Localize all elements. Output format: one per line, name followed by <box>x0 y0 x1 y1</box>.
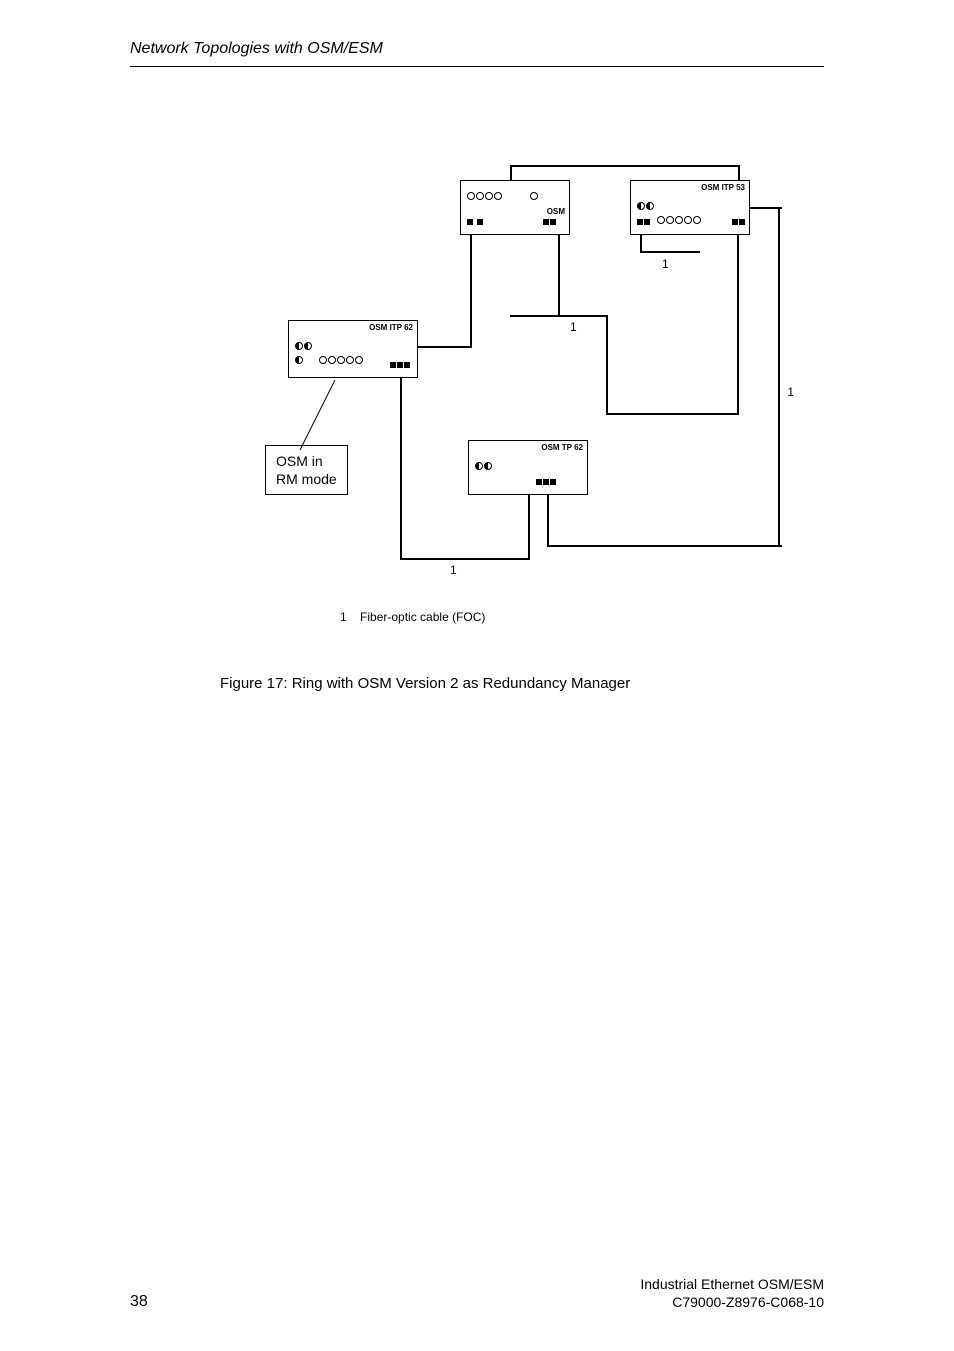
connector-label-2: 1 <box>570 320 577 334</box>
line-mid-v <box>606 315 608 415</box>
page-number: 38 <box>130 1293 148 1311</box>
device-osm-itp-53-label: OSM ITP 53 <box>701 183 745 192</box>
line-osm-right-stub-v <box>558 235 560 315</box>
device-osm-itp-62-ports-mid <box>295 351 364 369</box>
device-osm-tp-62-ports-top <box>475 457 493 475</box>
device-osm-tp-62-label: OSM TP 62 <box>541 443 583 452</box>
connector-label-1: 1 <box>662 257 669 271</box>
line-top-bar <box>510 165 740 167</box>
device-osm-itp-53-ports-bottom <box>637 213 746 231</box>
footer-right-line1: Industrial Ethernet OSM/ESM <box>640 1275 824 1293</box>
device-osm-itp-53: OSM ITP 53 <box>630 180 750 235</box>
legend-text: Fiber-optic cable (FOC) <box>360 610 485 624</box>
device-osm-itp-62-label: OSM ITP 62 <box>369 323 413 332</box>
line-itp62-down <box>400 378 402 560</box>
line-right-vertical <box>778 207 780 547</box>
header-title: Network Topologies with OSM/ESM <box>130 40 383 57</box>
diagram-legend: 1 Fiber-optic cable (FOC) <box>340 610 485 624</box>
device-osm-ports-top <box>467 187 539 205</box>
line-top-right-drop <box>738 165 740 180</box>
connector-label-3: 1 <box>787 385 794 399</box>
line-itp53-down2 <box>737 235 739 415</box>
network-diagram: OSM OSM ITP 53 OSM ITP 62 <box>250 155 810 595</box>
line-right-bottom-v <box>547 495 549 547</box>
line-osm-right-stub-h <box>510 315 560 317</box>
device-osm-tp-62-ports-bottom <box>536 473 557 491</box>
page-number-text: 38 <box>130 1293 148 1310</box>
rm-pointer-line <box>295 380 355 460</box>
line-osm-down <box>470 235 472 348</box>
footer-right: Industrial Ethernet OSM/ESM C79000-Z8976… <box>640 1275 824 1311</box>
device-osm-itp-62: OSM ITP 62 <box>288 320 418 378</box>
rm-mode-line2: RM mode <box>276 470 337 488</box>
line-osm-left <box>418 346 472 348</box>
device-osm-tp-62: OSM TP 62 <box>468 440 588 495</box>
device-osm-itp-62-ports-bottom <box>390 356 411 374</box>
device-osm: OSM <box>460 180 570 235</box>
line-mid-h2 <box>606 413 739 415</box>
figure-caption-text: Figure 17: Ring with OSM Version 2 as Re… <box>220 675 630 692</box>
footer-right-line2: C79000-Z8976-C068-10 <box>640 1293 824 1311</box>
page-header: Network Topologies with OSM/ESM <box>130 40 824 67</box>
line-itp53-h <box>640 251 700 253</box>
line-right-top-h <box>750 207 782 209</box>
connector-label-4: 1 <box>450 563 457 577</box>
device-osm-ports-bottom <box>467 213 557 231</box>
line-tp62-v <box>528 495 530 560</box>
legend-num: 1 <box>340 610 347 624</box>
figure-caption: Figure 17: Ring with OSM Version 2 as Re… <box>220 675 630 692</box>
line-right-bottom-h <box>547 545 782 547</box>
line-mid-h <box>558 315 608 317</box>
line-itp62-h <box>400 558 530 560</box>
line-top-left-drop <box>510 165 512 180</box>
